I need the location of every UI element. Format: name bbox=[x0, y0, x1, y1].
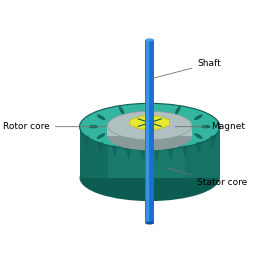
Polygon shape bbox=[210, 136, 216, 149]
Ellipse shape bbox=[119, 106, 124, 114]
Polygon shape bbox=[83, 136, 90, 149]
Ellipse shape bbox=[194, 133, 202, 139]
Polygon shape bbox=[130, 116, 170, 129]
Polygon shape bbox=[97, 142, 104, 155]
Ellipse shape bbox=[97, 114, 105, 120]
Text: Rotor core: Rotor core bbox=[3, 122, 107, 131]
Text: Stator core: Stator core bbox=[166, 168, 248, 187]
Ellipse shape bbox=[148, 141, 151, 150]
Polygon shape bbox=[126, 148, 132, 161]
Polygon shape bbox=[140, 149, 146, 162]
Ellipse shape bbox=[194, 114, 202, 120]
Polygon shape bbox=[154, 149, 160, 162]
Text: Shaft: Shaft bbox=[152, 59, 221, 78]
Bar bbox=[146, 123, 154, 223]
Ellipse shape bbox=[119, 139, 124, 147]
Text: Magnet: Magnet bbox=[175, 122, 245, 131]
Bar bbox=[146, 40, 154, 123]
Ellipse shape bbox=[146, 38, 154, 41]
Polygon shape bbox=[80, 127, 220, 178]
Ellipse shape bbox=[107, 112, 192, 141]
Ellipse shape bbox=[148, 103, 151, 113]
Ellipse shape bbox=[201, 125, 211, 128]
Polygon shape bbox=[182, 146, 188, 159]
Polygon shape bbox=[112, 146, 118, 159]
Ellipse shape bbox=[97, 133, 105, 139]
Ellipse shape bbox=[175, 139, 181, 147]
Polygon shape bbox=[185, 127, 220, 178]
Ellipse shape bbox=[80, 103, 220, 150]
Ellipse shape bbox=[89, 125, 98, 128]
Polygon shape bbox=[196, 142, 202, 155]
Ellipse shape bbox=[107, 111, 192, 140]
Polygon shape bbox=[107, 126, 192, 136]
Polygon shape bbox=[80, 127, 108, 178]
Polygon shape bbox=[168, 148, 174, 161]
Ellipse shape bbox=[107, 122, 192, 150]
Ellipse shape bbox=[175, 106, 181, 114]
Ellipse shape bbox=[80, 154, 220, 201]
Ellipse shape bbox=[146, 221, 154, 225]
Ellipse shape bbox=[146, 121, 154, 124]
